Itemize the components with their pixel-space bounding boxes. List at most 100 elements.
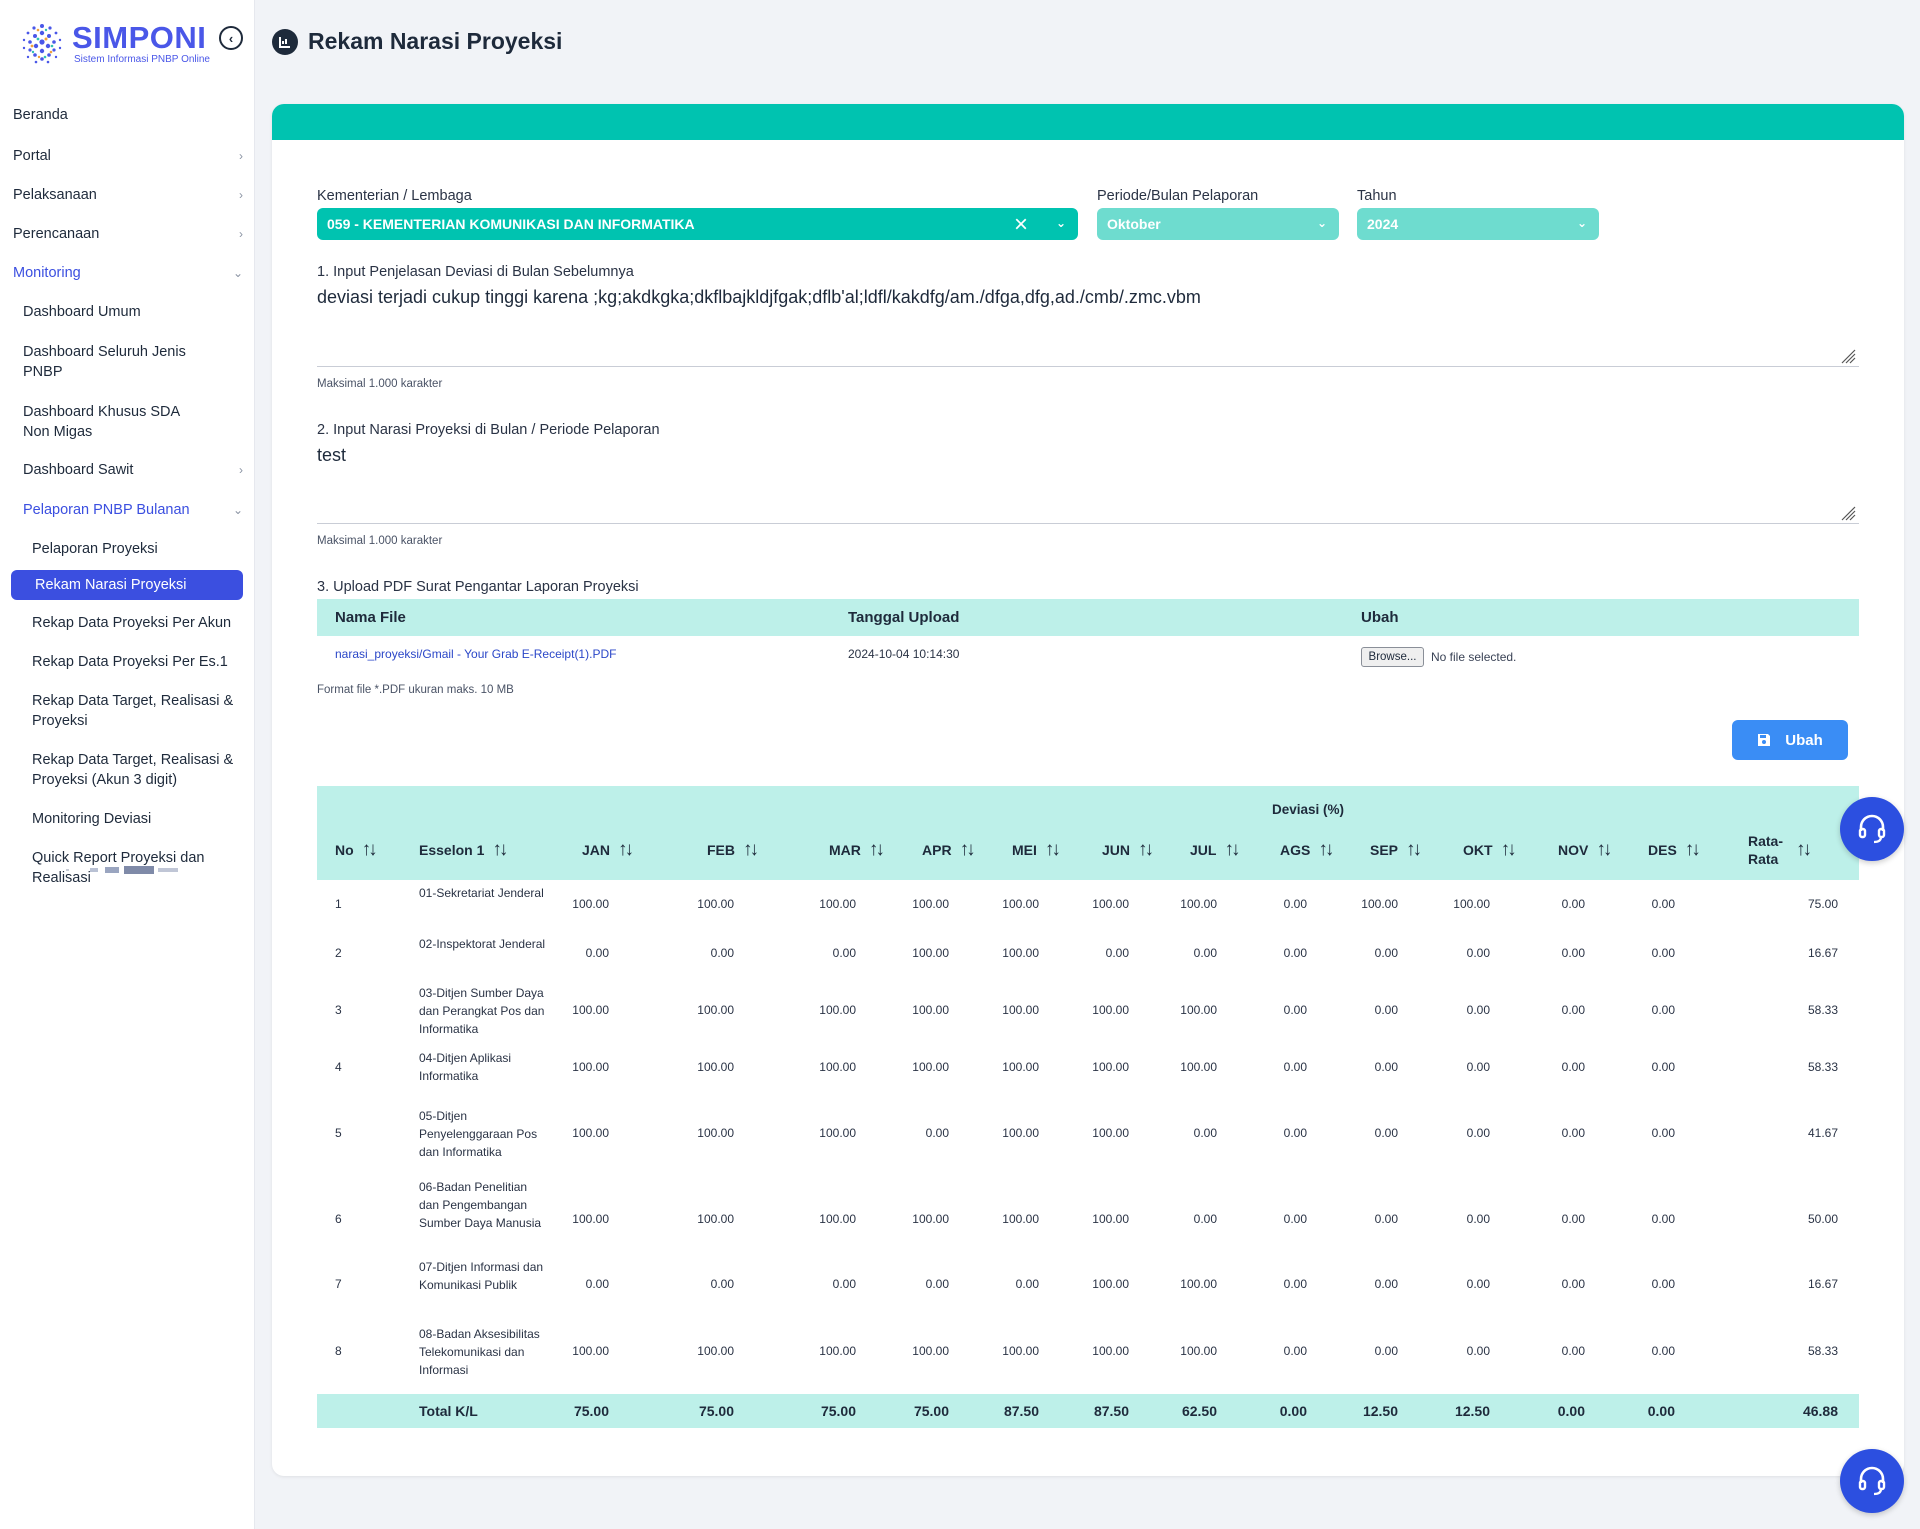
cell-jul: 0.00 (1193, 946, 1217, 960)
column-header-jan[interactable]: JAN ↑↓ (582, 832, 634, 868)
sidebar-item-monitoring[interactable]: Monitoring ⌄ (0, 254, 255, 292)
cell-no: 6 (335, 1212, 342, 1226)
sort-arrows-icon[interactable]: ↑↓ (1138, 839, 1154, 860)
sort-arrows-icon[interactable]: ↑↓ (618, 839, 634, 860)
sidebar-item-rekap-per-es1[interactable]: Rekap Data Proyeksi Per Es.1 (0, 643, 255, 681)
sort-arrows-icon[interactable]: ↑↓ (959, 839, 976, 860)
uploaded-file-link[interactable]: narasi_proyeksi/Gmail - Your Grab E-Rece… (335, 647, 617, 661)
cell-des: 0.00 (1651, 946, 1675, 960)
cell-feb: 100.00 (697, 1212, 734, 1226)
upload-col-date: Tanggal Upload (848, 609, 960, 626)
column-header-label: No (335, 842, 354, 858)
sort-arrows-icon[interactable]: ↑↓ (1224, 839, 1240, 860)
sidebar-item-beranda[interactable]: Beranda (0, 96, 255, 134)
deviasi-textarea[interactable]: deviasi terjadi cukup tinggi karena ;kg;… (317, 287, 1201, 307)
column-header-mar[interactable]: MAR ↑↓ (829, 832, 885, 868)
column-header-feb[interactable]: FEB ↑↓ (707, 832, 759, 868)
sidebar-item-pelaporan-proyeksi[interactable]: Pelaporan Proyeksi (0, 530, 255, 568)
close-icon[interactable]: × (1013, 211, 1028, 238)
cell-nov: 0.00 (1561, 897, 1585, 911)
help-chat-button-bottom[interactable] (1840, 1449, 1904, 1513)
cell-mei: 100.00 (1002, 897, 1039, 911)
column-header-rata-rata[interactable]: Rata-Rata ↑↓ (1748, 832, 1812, 868)
resize-handle-icon[interactable] (1840, 348, 1856, 364)
sort-arrows-icon[interactable]: ↑↓ (868, 839, 885, 860)
narasi-textarea[interactable]: test (317, 445, 347, 465)
cell-sep: 0.00 (1374, 1344, 1398, 1358)
column-header-mei[interactable]: MEI ↑↓ (1012, 832, 1061, 868)
sidebar-item-pelaksanaan[interactable]: Pelaksanaan › (0, 176, 255, 214)
upload-hint: Format file *.PDF ukuran maks. 10 MB (317, 684, 514, 696)
help-chat-button[interactable] (1840, 797, 1904, 861)
cell-jul: 100.00 (1180, 1003, 1217, 1017)
sidebar-item-dashboard-sawit[interactable]: Dashboard Sawit › (0, 451, 255, 489)
column-header-label: Esselon 1 (419, 842, 485, 858)
chevron-left-circle-icon[interactable]: ‹ (219, 26, 243, 50)
kementerian-select[interactable]: 059 - KEMENTERIAN KOMUNIKASI DAN INFORMA… (317, 208, 1078, 240)
chevron-right-icon: › (239, 227, 243, 241)
cell-des: 0.00 (1651, 1126, 1675, 1140)
sort-arrows-icon[interactable]: ↑↓ (1044, 839, 1061, 860)
chevron-down-icon: ⌄ (232, 266, 243, 280)
cell-nov: 0.00 (1561, 1344, 1585, 1358)
sidebar-item-rekam-narasi[interactable]: Rekam Narasi Proyeksi (11, 570, 243, 600)
sidebar-item-rekap-target-akun3[interactable]: Rekap Data Target, Realisasi & Proyeksi … (0, 741, 255, 799)
column-header-nov[interactable]: NOV ↑↓ (1558, 832, 1612, 868)
periode-label: Periode/Bulan Pelaporan (1097, 188, 1259, 204)
brand[interactable]: SIMPONI Sistem Informasi PNBP Online (16, 16, 216, 72)
chevron-right-icon: › (239, 188, 243, 202)
cell-no: 4 (335, 1060, 342, 1074)
cell-okt: 0.00 (1466, 1212, 1490, 1226)
cell-mar: 100.00 (819, 1126, 856, 1140)
cell-feb: 100.00 (697, 1126, 734, 1140)
column-header-okt[interactable]: OKT ↑↓ (1463, 832, 1517, 868)
page-header: Rekam Narasi Proyeksi (272, 28, 562, 55)
sort-arrows-icon[interactable]: ↑↓ (1684, 839, 1701, 860)
column-header-no[interactable]: No ↑↓ (335, 832, 378, 868)
sort-arrows-icon[interactable]: ↑↓ (743, 839, 759, 860)
column-header-ags[interactable]: AGS ↑↓ (1280, 832, 1334, 868)
sidebar-item-monitoring-deviasi[interactable]: Monitoring Deviasi (0, 800, 255, 838)
sort-arrows-icon[interactable]: ↑↓ (1406, 839, 1422, 860)
sidebar-item-label: Rekap Data Target, Realisasi & Proyeksi (32, 693, 234, 729)
upload-col-change: Ubah (1361, 609, 1399, 626)
cell-rata-rata: 58.33 (1807, 1003, 1838, 1017)
sort-arrows-icon[interactable]: ↑↓ (492, 839, 508, 860)
resize-handle-icon[interactable] (1840, 505, 1856, 521)
sidebar-item-rekap-target[interactable]: Rekap Data Target, Realisasi & Proyeksi (0, 682, 255, 740)
sort-arrows-icon[interactable]: ↑↓ (1500, 839, 1517, 860)
sidebar-item-perencanaan[interactable]: Perencanaan › (0, 215, 255, 253)
deviasi-group-header: Deviasi (%) (1271, 802, 1345, 817)
sidebar-item-portal[interactable]: Portal › (0, 137, 255, 175)
table-row: 2 02-Inspektorat Jenderal 0.00 0.00 0.00 100.… (317, 931, 1859, 975)
tahun-select[interactable]: 2024 ⌄ (1357, 208, 1599, 240)
column-header-esselon[interactable]: Esselon 1 ↑↓ (419, 832, 508, 868)
column-header-sep[interactable]: SEP ↑↓ (1370, 832, 1422, 868)
column-header-des[interactable]: DES ↑↓ (1648, 832, 1701, 868)
column-header-jun[interactable]: JUN ↑↓ (1102, 832, 1154, 868)
sort-arrows-icon[interactable]: ↑↓ (361, 839, 378, 860)
sidebar-item-rekap-per-akun[interactable]: Rekap Data Proyeksi Per Akun (0, 604, 255, 642)
browse-button[interactable]: Browse... (1361, 647, 1424, 667)
sort-arrows-icon[interactable]: ↑↓ (1596, 839, 1612, 860)
column-header-apr[interactable]: APR ↑↓ (922, 832, 976, 868)
cell-mei: 100.00 (1002, 1003, 1039, 1017)
sidebar-item-dashboard-sda[interactable]: Dashboard Khusus SDA Non Migas (0, 393, 255, 451)
total-mei: 87.50 (1003, 1403, 1039, 1419)
sidebar-item-pelaporan-pnbp[interactable]: Pelaporan PNBP Bulanan ⌄ (0, 491, 255, 529)
sidebar-item-dashboard-umum[interactable]: Dashboard Umum (0, 293, 255, 331)
cell-no: 7 (335, 1277, 342, 1291)
upload-date: 2024-10-04 10:14:30 (848, 647, 960, 661)
q1-hint: Maksimal 1.000 karakter (317, 378, 443, 390)
sort-arrows-icon[interactable]: ↑↓ (1318, 839, 1334, 860)
periode-select[interactable]: Oktober ⌄ (1097, 208, 1339, 240)
sidebar-item-dashboard-seluruh[interactable]: Dashboard Seluruh Jenis PNBP (0, 333, 255, 391)
cell-jun: 100.00 (1092, 1344, 1129, 1358)
cell-okt: 0.00 (1466, 1003, 1490, 1017)
cell-jun: 100.00 (1092, 897, 1129, 911)
column-header-jul[interactable]: JUL ↑↓ (1190, 832, 1240, 868)
sort-arrows-icon[interactable]: ↑↓ (1796, 839, 1812, 860)
sidebar-item-quick-report[interactable]: Quick Report Proyeksi dan Realisasi (0, 839, 255, 897)
ubah-button[interactable]: Ubah (1732, 720, 1848, 760)
total-jul: 62.50 (1181, 1403, 1217, 1419)
